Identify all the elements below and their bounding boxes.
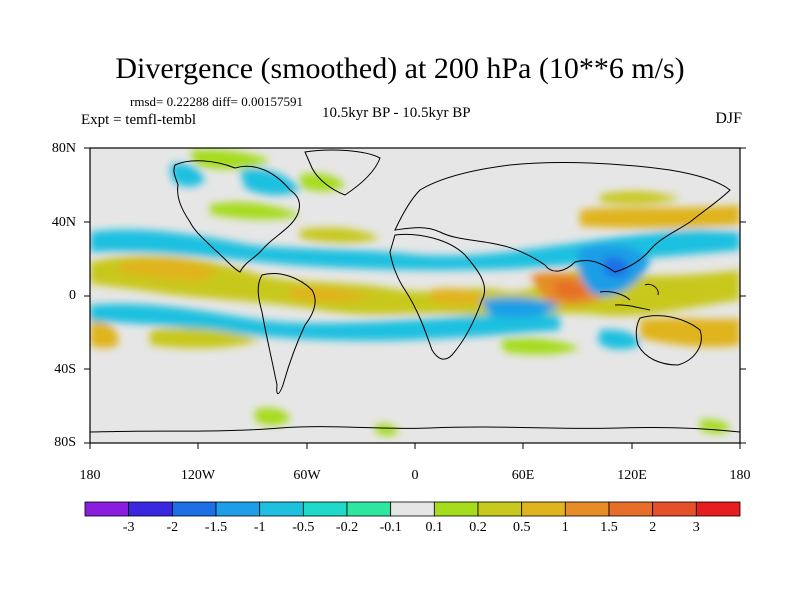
colorbar-label: 2	[649, 520, 657, 535]
colorbar-label: -2	[166, 520, 179, 535]
lon-label-60w: 60W	[293, 468, 321, 483]
colorbar-swatch	[521, 501, 566, 517]
lat-label-80s: 80S	[54, 435, 76, 450]
coast-antarctica	[90, 426, 740, 433]
coast-australia	[635, 315, 702, 366]
colorbar-swatch	[433, 501, 479, 517]
divergence-field	[90, 148, 740, 443]
colorbar-swatch	[215, 501, 261, 517]
lon-label-120w: 120W	[180, 468, 216, 483]
colorbar-label: -0.2	[335, 520, 359, 535]
coast-south-america	[257, 273, 316, 395]
colorbar-swatch	[652, 501, 697, 517]
colorbar-label: -0.5	[292, 520, 315, 535]
colorbar-swatch	[390, 501, 435, 517]
lat-label-0: 0	[69, 288, 76, 303]
lon-label-120e: 120E	[617, 468, 647, 483]
colorbar-swatch	[608, 501, 654, 517]
coast-indonesia	[599, 283, 659, 311]
coast-north-america	[173, 160, 300, 273]
coast-greenland	[304, 149, 381, 196]
colorbar-label: 3	[692, 520, 700, 535]
colorbar-swatch	[171, 501, 217, 517]
colorbar	[84, 501, 741, 517]
colorbar-label: -0.1	[379, 520, 402, 535]
colorbar-label: 0.5	[512, 520, 531, 535]
colorbar-swatch	[84, 501, 130, 517]
colorbar-swatch	[564, 501, 610, 517]
lon-label-60e: 60E	[511, 468, 535, 483]
lat-label-40n: 40N	[51, 215, 76, 230]
experiment-label: Expt = temfl-tembl	[81, 112, 197, 128]
coast-africa	[389, 233, 486, 360]
colorbar-swatch	[259, 501, 304, 517]
colorbar-label: -3	[122, 520, 135, 535]
lon-label-180e: 180	[729, 468, 751, 483]
coast-eurasia	[394, 162, 731, 273]
colorbar-label: 0.1	[425, 520, 444, 535]
lon-label-0: 0	[411, 468, 419, 483]
colorbar-label: -1.5	[204, 520, 228, 535]
lon-ticks	[89, 443, 741, 449]
lat-label-80n: 80N	[51, 141, 76, 156]
lat-label-40s: 40S	[54, 362, 76, 377]
chart-title: Divergence (smoothed) at 200 hPa (10**6 …	[115, 52, 685, 85]
lon-label-180w: 180	[79, 468, 101, 483]
colorbar-label: 1.5	[600, 520, 618, 535]
colorbar-swatch	[346, 501, 392, 517]
season-label: DJF	[715, 110, 742, 127]
colorbar-label: 1	[561, 520, 569, 535]
colorbar-label: 0.2	[469, 520, 487, 535]
coastlines	[90, 149, 740, 433]
lat-ticks	[84, 147, 746, 444]
period-subtitle: 10.5kyr BP - 10.5kyr BP	[322, 105, 471, 121]
colorbar-swatch	[695, 501, 741, 517]
stats-line: rmsd= 0.22288 diff= 0.00157591	[130, 94, 303, 109]
colorbar-swatch	[302, 501, 348, 517]
colorbar-swatch	[128, 501, 173, 517]
colorbar-label: -1	[253, 520, 266, 535]
colorbar-swatch	[477, 501, 523, 517]
